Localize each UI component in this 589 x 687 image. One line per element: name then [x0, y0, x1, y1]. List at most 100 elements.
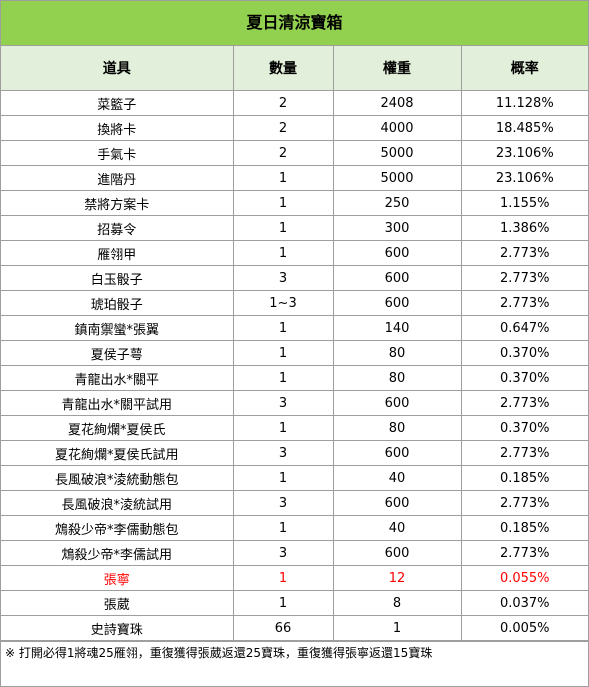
table-row: 白玉骰子 3 600 2.773%: [1, 265, 588, 291]
cell-quantity: 1: [232, 365, 334, 391]
cell-quantity: 2: [232, 115, 334, 141]
drop-rate-table: 道具 數量 權重 概率 菜籃子 2 2408 11.128% 換將卡 2 4000 18.48…: [1, 46, 588, 641]
cell-quantity: 1: [232, 190, 334, 216]
cell-weight: 600: [332, 490, 462, 516]
cell-item: 手氣卡: [1, 140, 234, 166]
cell-probability: 2.773%: [460, 290, 588, 316]
cell-quantity: 1: [232, 565, 334, 591]
cell-weight: 80: [332, 365, 462, 391]
table-row: 雁翎甲 1 600 2.773%: [1, 240, 588, 266]
cell-weight: 80: [332, 415, 462, 441]
cell-weight: 5000: [332, 165, 462, 191]
cell-weight: 600: [332, 290, 462, 316]
cell-quantity: 3: [232, 390, 334, 416]
cell-probability: 2.773%: [460, 240, 588, 266]
table-row: 進階丹 1 5000 23.106%: [1, 165, 588, 191]
cell-weight: 2408: [332, 90, 462, 116]
cell-probability: 0.370%: [460, 365, 588, 391]
cell-quantity: 2: [232, 140, 334, 166]
cell-item: 史詩寶珠: [1, 615, 234, 641]
cell-probability: 0.185%: [460, 515, 588, 541]
cell-item: 青龍出水*關平試用: [1, 390, 234, 416]
cell-item: 長風破浪*淩統動態包: [1, 465, 234, 491]
cell-probability: 11.128%: [460, 90, 588, 116]
cell-item: 換將卡: [1, 115, 234, 141]
table-row: 青龍出水*關平試用 3 600 2.773%: [1, 390, 588, 416]
cell-item: 鴆殺少帝*李儒動態包: [1, 515, 234, 541]
table-row: 禁將方案卡 1 250 1.155%: [1, 190, 588, 216]
table-row: 青龍出水*關平 1 80 0.370%: [1, 365, 588, 391]
cell-weight: 140: [332, 315, 462, 341]
cell-weight: 600: [332, 265, 462, 291]
cell-item: 鎮南禦蠻*張翼: [1, 315, 234, 341]
cell-item: 青龍出水*關平: [1, 365, 234, 391]
cell-probability: 0.185%: [460, 465, 588, 491]
cell-probability: 0.037%: [460, 590, 588, 616]
cell-quantity: 1: [232, 215, 334, 241]
cell-weight: 600: [332, 390, 462, 416]
cell-quantity: 1~3: [232, 290, 334, 316]
cell-item: 夏花絢爛*夏侯氏: [1, 415, 234, 441]
cell-item: 張葳: [1, 590, 234, 616]
table-row: 張葳 1 8 0.037%: [1, 590, 588, 616]
cell-quantity: 1: [232, 165, 334, 191]
header-probability: 概率: [460, 46, 588, 91]
table-row: 鎮南禦蠻*張翼 1 140 0.647%: [1, 315, 588, 341]
cell-item: 菜籃子: [1, 90, 234, 116]
cell-weight: 1: [332, 615, 462, 641]
cell-probability: 2.773%: [460, 440, 588, 466]
cell-quantity: 1: [232, 590, 334, 616]
header-item: 道具: [1, 46, 234, 91]
cell-quantity: 1: [232, 340, 334, 366]
cell-weight: 300: [332, 215, 462, 241]
cell-probability: 2.773%: [460, 490, 588, 516]
cell-item: 鴆殺少帝*李儒試用: [1, 540, 234, 566]
cell-probability: 2.773%: [460, 390, 588, 416]
cell-quantity: 1: [232, 240, 334, 266]
cell-item: 琥珀骰子: [1, 290, 234, 316]
table-row: 手氣卡 2 5000 23.106%: [1, 140, 588, 166]
cell-weight: 4000: [332, 115, 462, 141]
cell-quantity: 3: [232, 440, 334, 466]
cell-weight: 5000: [332, 140, 462, 166]
table-row: 鴆殺少帝*李儒試用 3 600 2.773%: [1, 540, 588, 566]
cell-quantity: 1: [232, 415, 334, 441]
cell-weight: 40: [332, 465, 462, 491]
table-row: 琥珀骰子 1~3 600 2.773%: [1, 290, 588, 316]
cell-quantity: 1: [232, 465, 334, 491]
footnote: ※ 打開必得1將魂25雁翎，重復獲得張葳返還25寶珠，重復獲得張寧返還15寶珠: [1, 641, 588, 664]
cell-weight: 600: [332, 240, 462, 266]
cell-weight: 250: [332, 190, 462, 216]
cell-quantity: 3: [232, 265, 334, 291]
cell-quantity: 3: [232, 490, 334, 516]
cell-item: 夏侯子萼: [1, 340, 234, 366]
cell-probability: 23.106%: [460, 140, 588, 166]
cell-item: 白玉骰子: [1, 265, 234, 291]
table-row: 史詩寶珠 66 1 0.005%: [1, 615, 588, 641]
table-row: 長風破浪*淩統試用 3 600 2.773%: [1, 490, 588, 516]
table-row: 夏花絢爛*夏侯氏試用 3 600 2.773%: [1, 440, 588, 466]
header-weight: 權重: [332, 46, 462, 91]
table-row: 換將卡 2 4000 18.485%: [1, 115, 588, 141]
header-quantity: 數量: [232, 46, 334, 91]
cell-probability: 18.485%: [460, 115, 588, 141]
cell-probability: 23.106%: [460, 165, 588, 191]
cell-weight: 40: [332, 515, 462, 541]
cell-item: 張寧: [1, 565, 234, 591]
table-row: 長風破浪*淩統動態包 1 40 0.185%: [1, 465, 588, 491]
cell-item: 招募令: [1, 215, 234, 241]
cell-quantity: 1: [232, 515, 334, 541]
cell-probability: 1.155%: [460, 190, 588, 216]
table-header-row: 道具 數量 權重 概率: [1, 46, 588, 91]
cell-quantity: 1: [232, 315, 334, 341]
cell-weight: 80: [332, 340, 462, 366]
cell-probability: 1.386%: [460, 215, 588, 241]
cell-item: 夏花絢爛*夏侯氏試用: [1, 440, 234, 466]
cell-probability: 0.370%: [460, 340, 588, 366]
cell-item: 禁將方案卡: [1, 190, 234, 216]
table-row: 張寧 1 12 0.055%: [1, 565, 588, 591]
table-row: 招募令 1 300 1.386%: [1, 215, 588, 241]
cell-quantity: 3: [232, 540, 334, 566]
cell-probability: 2.773%: [460, 265, 588, 291]
